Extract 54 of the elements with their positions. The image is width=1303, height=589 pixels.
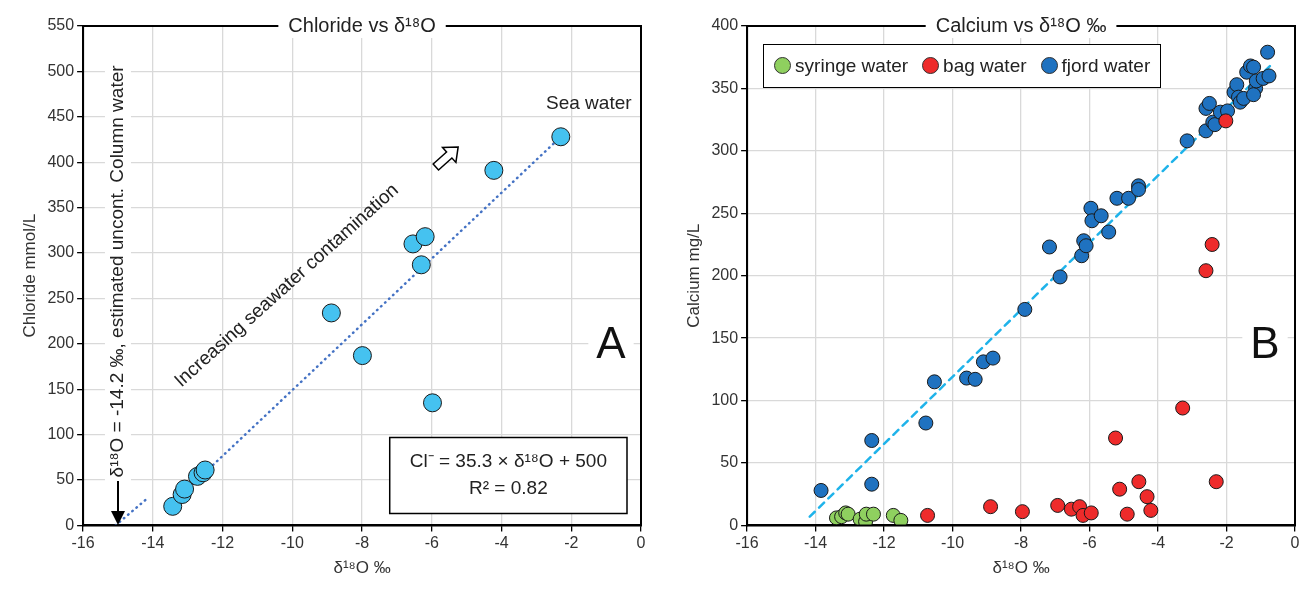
x-tick-label: -16 [735, 534, 759, 552]
x-tick-label: -10 [280, 534, 304, 552]
x-tick-label: 0 [636, 534, 646, 552]
legend-label: fjord water [1060, 55, 1151, 77]
y-tick-label: 450 [47, 107, 75, 125]
x-tick-label: -10 [941, 534, 965, 552]
x-axis-title: δ¹⁸O ‰ [992, 558, 1050, 578]
y-tick-label: 200 [711, 266, 739, 284]
y-tick-label: 100 [47, 425, 75, 443]
annotation: B [1250, 317, 1280, 367]
x-tick-label: -4 [1150, 534, 1166, 552]
x-tick-label: -12 [872, 534, 896, 552]
y-tick-label: 150 [47, 379, 75, 397]
legend-label: syringe water [794, 55, 909, 77]
y-axis-title: Chloride mmol/L [19, 213, 39, 338]
annotation: R² = 0.82 [469, 476, 548, 498]
x-axis-title: δ¹⁸O ‰ [333, 558, 391, 578]
y-tick-label: 350 [711, 78, 739, 96]
y-tick-label: 100 [711, 390, 739, 408]
x-tick-label: 0 [1290, 534, 1300, 552]
y-tick-label: 250 [711, 203, 739, 221]
y-tick-label: 550 [47, 16, 75, 34]
y-tick-label: 300 [47, 243, 75, 261]
y-tick-label: 350 [47, 198, 75, 216]
y-axis-title: Calcium mg/L [683, 223, 703, 328]
y-tick-label: 200 [47, 334, 75, 352]
y-tick-label: 0 [729, 515, 739, 533]
y-tick-label: 400 [711, 16, 739, 34]
x-tick-label: -14 [141, 534, 165, 552]
y-tick-label: 500 [47, 61, 75, 79]
x-tick-label: -6 [1082, 534, 1097, 552]
annotation: δ¹⁸O = -14.2 ‰, estimated uncont. Column water [106, 64, 128, 478]
x-tick-label: -6 [424, 534, 439, 552]
chart-title: Chloride vs δ¹⁸O [288, 13, 436, 36]
x-tick-label: -2 [564, 534, 579, 552]
y-tick-label: 50 [56, 470, 75, 488]
annotation: Sea water [546, 92, 633, 114]
y-tick-label: 250 [47, 288, 75, 306]
y-tick-label: 50 [720, 453, 739, 471]
annotation: Cl⁻ = 35.3 × δ¹⁸O + 500 [409, 449, 607, 471]
x-tick-label: -8 [1013, 534, 1029, 552]
annotation: A [596, 317, 627, 367]
x-tick-label: -16 [71, 534, 95, 552]
y-tick-label: 0 [65, 515, 75, 533]
y-tick-label: 300 [711, 141, 739, 159]
y-tick-label: 150 [711, 328, 739, 346]
y-tick-label: 400 [47, 152, 75, 170]
x-tick-label: -4 [494, 534, 509, 552]
x-tick-label: -2 [1219, 534, 1234, 552]
x-tick-label: -12 [211, 534, 235, 552]
x-tick-label: -14 [804, 534, 828, 552]
legend-label: bag water [942, 55, 1027, 77]
x-tick-label: -8 [354, 534, 370, 552]
chart-title: Calcium vs δ¹⁸O ‰ [935, 13, 1107, 36]
